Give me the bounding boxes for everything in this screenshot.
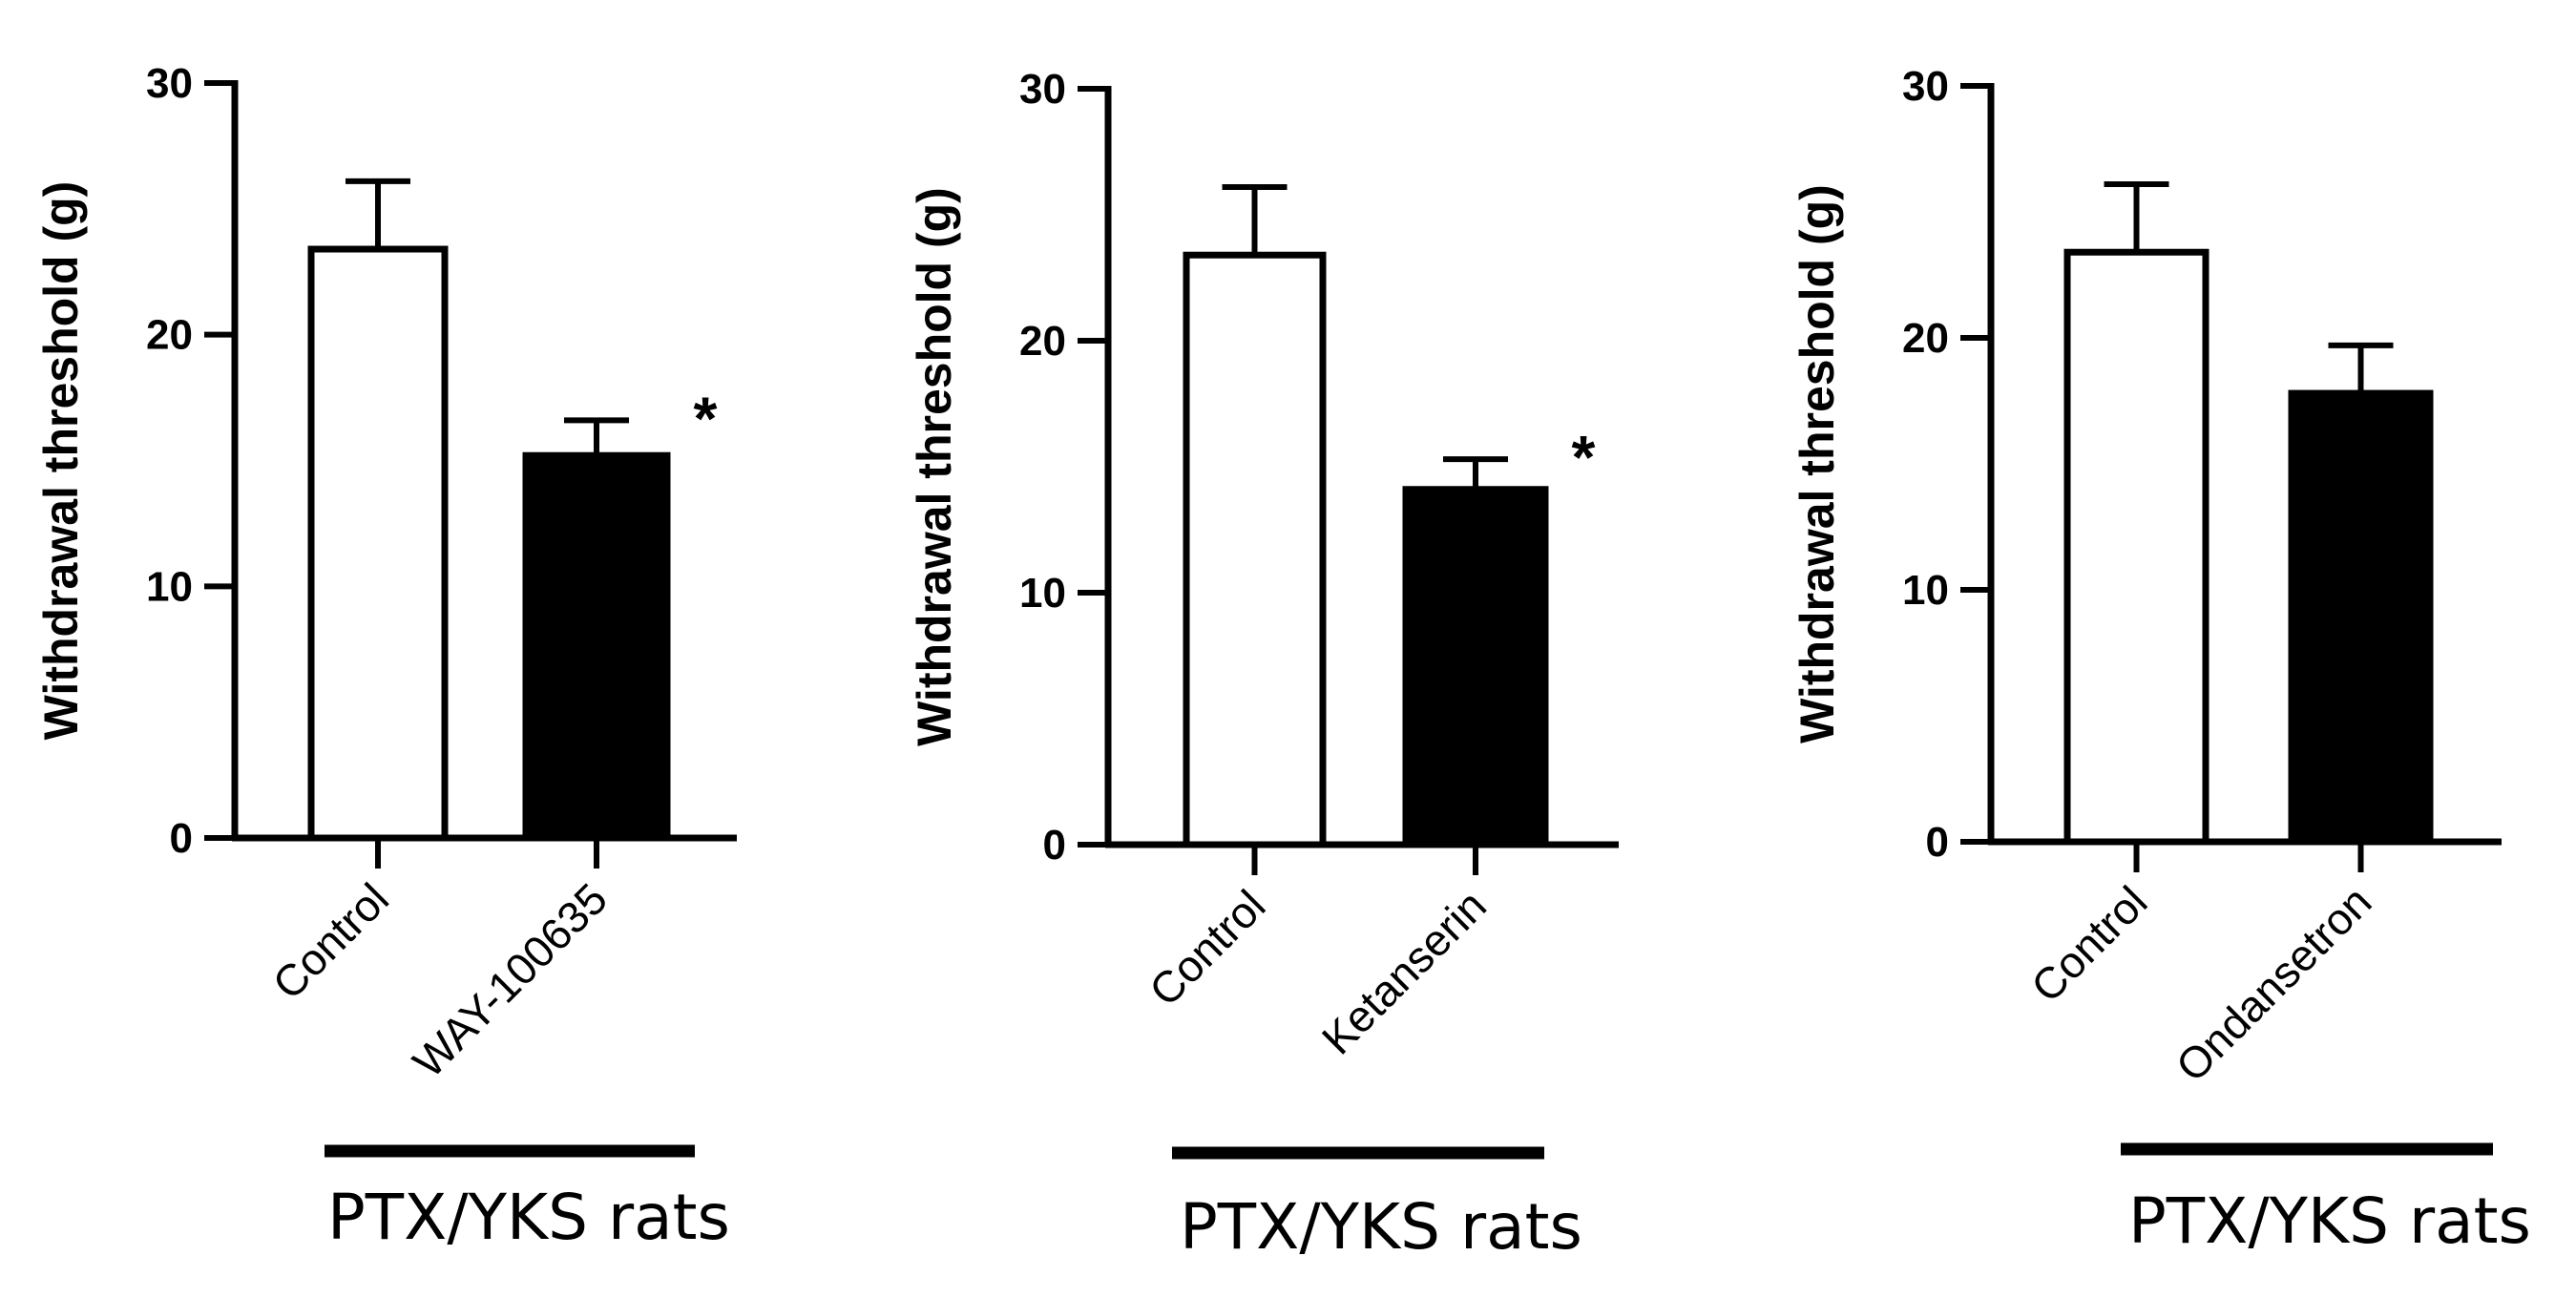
y-tick-label: 20: [146, 312, 193, 359]
y-axis-label: Withdrawal threshold (g): [1791, 184, 1844, 743]
y-tick-label: 30: [1902, 63, 1949, 110]
chart-panel-2: 0 10 20 30 Withdrawal threshold (g) Control Ke…: [908, 66, 1619, 1264]
y-axis-label: Withdrawal threshold (g): [908, 187, 961, 746]
bar-2: [522, 451, 671, 842]
y-tick-label: 30: [1019, 66, 1066, 113]
category-label: Control: [2021, 876, 2157, 1012]
significance-marker: *: [694, 384, 718, 452]
group-label: PTX/YKS rats: [2128, 1184, 2531, 1258]
chart-panel-3: 0 10 20 30 Withdrawal threshold (g) Control On…: [1791, 63, 2531, 1258]
bar-1: [1183, 251, 1327, 848]
y-tick-label: 0: [170, 815, 193, 862]
y-tick-label: 0: [1926, 819, 1949, 866]
bar-1: [2063, 248, 2209, 846]
y-axis-label: Withdrawal threshold (g): [34, 181, 88, 741]
category-label: Control: [262, 873, 398, 1009]
bar-2: [2288, 389, 2434, 846]
y-tick-label: 20: [1019, 318, 1066, 365]
category-label: WAY-100635: [403, 873, 617, 1087]
bar-2: [1402, 486, 1549, 848]
significance-marker: *: [1572, 423, 1596, 492]
y-tick-label: 20: [1902, 315, 1949, 362]
chart-panel-1: 0 10 20 30 Withdrawal threshold (g) Control WA…: [34, 60, 737, 1254]
group-label: PTX/YKS rats: [327, 1181, 730, 1254]
y-tick-label: 10: [1902, 567, 1949, 614]
bar-1: [307, 245, 449, 842]
y-tick-label: 30: [146, 60, 193, 107]
category-label: Ondansetron: [2167, 876, 2381, 1091]
y-tick-label: 10: [146, 563, 193, 610]
category-label: Control: [1140, 880, 1275, 1015]
group-label: PTX/YKS rats: [1180, 1190, 1582, 1264]
category-label: Ketanserin: [1312, 880, 1496, 1063]
y-tick-label: 0: [1043, 822, 1066, 869]
y-tick-label: 10: [1019, 570, 1066, 617]
